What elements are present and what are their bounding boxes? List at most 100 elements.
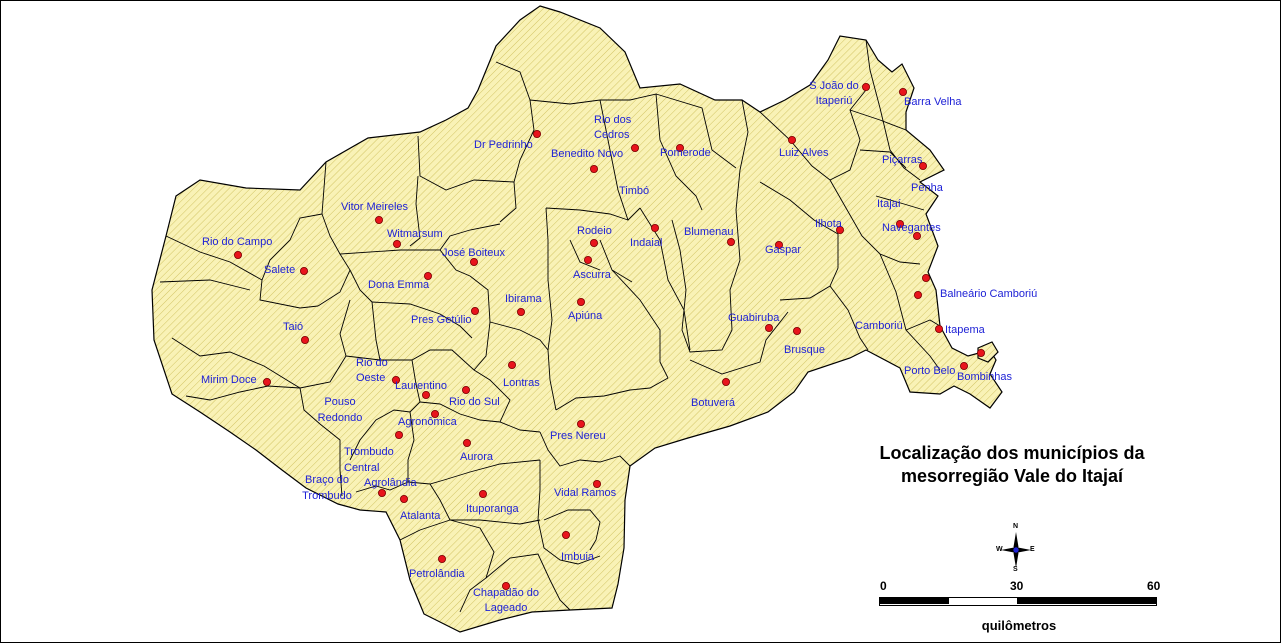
label-guabiruba: Guabiruba: [728, 312, 780, 324]
mesoregion-outline: [151, 5, 1003, 633]
city-dot-pres-nereu: [577, 419, 586, 428]
label-bombinhas: Bombinhas: [957, 371, 1013, 383]
label-timbo: Timbó: [619, 185, 650, 197]
city-dot-vitor-meireles: [374, 215, 383, 224]
city-dot-dona-emma: [423, 271, 432, 280]
city-dot-blumenau: [727, 237, 736, 246]
label-penha: Penha: [911, 182, 943, 194]
compass-west-letter: W: [996, 546, 1003, 553]
city-dot-lontras: [507, 360, 516, 369]
label-porto-belo: Porto Belo: [904, 365, 956, 377]
label-laurentino: Laurentino: [395, 380, 447, 392]
city-dot-balneario-camboriu: [922, 273, 931, 282]
label-rodeio: Rodeio: [577, 225, 612, 237]
city-dot-itajai: [896, 219, 905, 228]
label-rio-do-oeste: Rio do Oeste: [356, 357, 388, 384]
city-dot-witmarsum: [392, 239, 401, 248]
city-dot-gaspar: [775, 240, 784, 249]
map-title-line-2: mesorregião Vale do Itajaí: [900, 466, 1124, 486]
map-title: Localização dos municípios da mesorregiã…: [852, 442, 1172, 488]
city-dot-pres-getulio: [470, 306, 479, 315]
label-chapadao-do-lageado: Chapadão do Lageado: [472, 587, 540, 614]
compass-east-letter: E: [1030, 546, 1035, 553]
city-dot-rio-do-sul: [461, 385, 470, 394]
label-camboriu: Camboriú: [855, 320, 903, 332]
map-title-line-1: Localização dos municípios da: [879, 443, 1145, 463]
label-gaspar: Gaspar: [765, 244, 802, 256]
label-braco-do-trombudo: Braço do Trombudo: [302, 474, 352, 502]
label-rio-dos-cedros: Rio dos Cedros: [594, 114, 632, 141]
city-dot-bombinhas: [977, 348, 986, 357]
city-dot-taio: [300, 335, 309, 344]
label-atalanta: Atalanta: [400, 510, 441, 522]
label-petrolandia: Petrolândia: [409, 568, 465, 580]
city-dot-guabiruba: [765, 323, 774, 332]
city-dot-navegantes: [913, 231, 922, 240]
city-dot-aurora: [462, 438, 471, 447]
city-dot-mirim-doce: [262, 377, 271, 386]
label-pouso-redondo: Pouso Redondo: [317, 396, 363, 424]
label-imbuia: Imbuia: [561, 551, 595, 563]
city-dot-rio-do-oeste: [391, 375, 400, 384]
label-balneario-camboriu: Balneário Camboriú: [940, 288, 1038, 300]
city-dot-luiz-alves: [788, 135, 797, 144]
label-rio-do-campo: Rio do Campo: [202, 236, 273, 248]
city-dot-ascurra: [584, 255, 593, 264]
label-brusque: Brusque: [784, 344, 825, 356]
city-dot-itapema: [935, 324, 944, 333]
city-dot-brusque: [793, 326, 802, 335]
city-dot-vidal-ramos: [593, 479, 602, 488]
scale-tick-0: 0: [880, 579, 887, 593]
compass-north-letter: N: [1013, 523, 1019, 530]
label-trombudo-central: Trombudo Central: [344, 446, 394, 474]
label-ituporanga: Ituporanga: [466, 503, 519, 515]
label-witmarsum: Witmarsum: [387, 228, 443, 240]
city-dot-ituporanga: [478, 489, 487, 498]
city-dot-jose-boiteux: [469, 257, 478, 266]
label-luiz-alves: Luiz Alves: [779, 147, 829, 159]
label-agronomica: Agronômica: [398, 416, 457, 428]
city-dot-imbuia: [562, 531, 571, 540]
label-apiuna: Apiúna: [568, 310, 603, 322]
city-dot-apiuna: [577, 297, 586, 306]
label-indaial: Indaial: [630, 237, 663, 249]
label-barra-velha: Barra Velha: [904, 96, 962, 108]
city-dot-braco-do-trombudo: [377, 488, 386, 497]
label-agrolandia: Agrolândia: [364, 477, 417, 489]
city-dot-agrolandia: [399, 494, 408, 503]
compass-star-icon: [1001, 532, 1031, 568]
label-navegantes: Navegantes: [882, 222, 941, 234]
city-dot-rio-dos-cedros: [631, 143, 640, 152]
label-pres-nereu: Pres Nereu: [550, 430, 606, 442]
city-dot-benedito-novo: [590, 164, 599, 173]
label-pomerode: Pomerode: [660, 147, 711, 159]
label-lontras: Lontras: [503, 377, 540, 389]
city-dot-s-joao-itaperiu: [862, 83, 871, 92]
scale-unit-label: quilômetros: [981, 618, 1057, 633]
label-ilhota: Ilhota: [815, 218, 842, 230]
city-dot-trombudo-central: [394, 430, 403, 439]
label-aurora: Aurora: [460, 451, 494, 463]
label-itajai: Itajaí: [877, 198, 901, 210]
label-picarras: Piçarras: [882, 154, 923, 166]
label-mirim-doce: Mirim Doce: [201, 374, 257, 386]
city-dot-porto-belo: [960, 361, 969, 370]
city-dot-balneario-camboriu-2: [914, 290, 923, 299]
label-ascurra: Ascurra: [573, 269, 611, 281]
city-dot-agronomica: [430, 409, 439, 418]
city-dot-ibirama: [517, 307, 526, 316]
compass-south-letter: S: [1013, 566, 1018, 573]
label-jose-boiteux: José Boiteux: [442, 247, 505, 259]
city-dot-pomerode: [676, 143, 685, 152]
city-dot-barra-velha: [899, 88, 908, 97]
label-dr-pedrinho: Dr Pedrinho: [474, 139, 533, 151]
city-dot-picarras: [919, 161, 928, 170]
label-botuvera: Botuverá: [691, 397, 736, 409]
label-taio: Taió: [283, 321, 304, 333]
label-pres-getulio: Pres Getúlio: [411, 314, 472, 326]
city-dots: [233, 83, 986, 591]
label-dona-emma: Dona Emma: [368, 279, 430, 291]
city-dot-dr-pedrinho: [533, 129, 542, 138]
city-dot-rodeio: [590, 238, 599, 247]
